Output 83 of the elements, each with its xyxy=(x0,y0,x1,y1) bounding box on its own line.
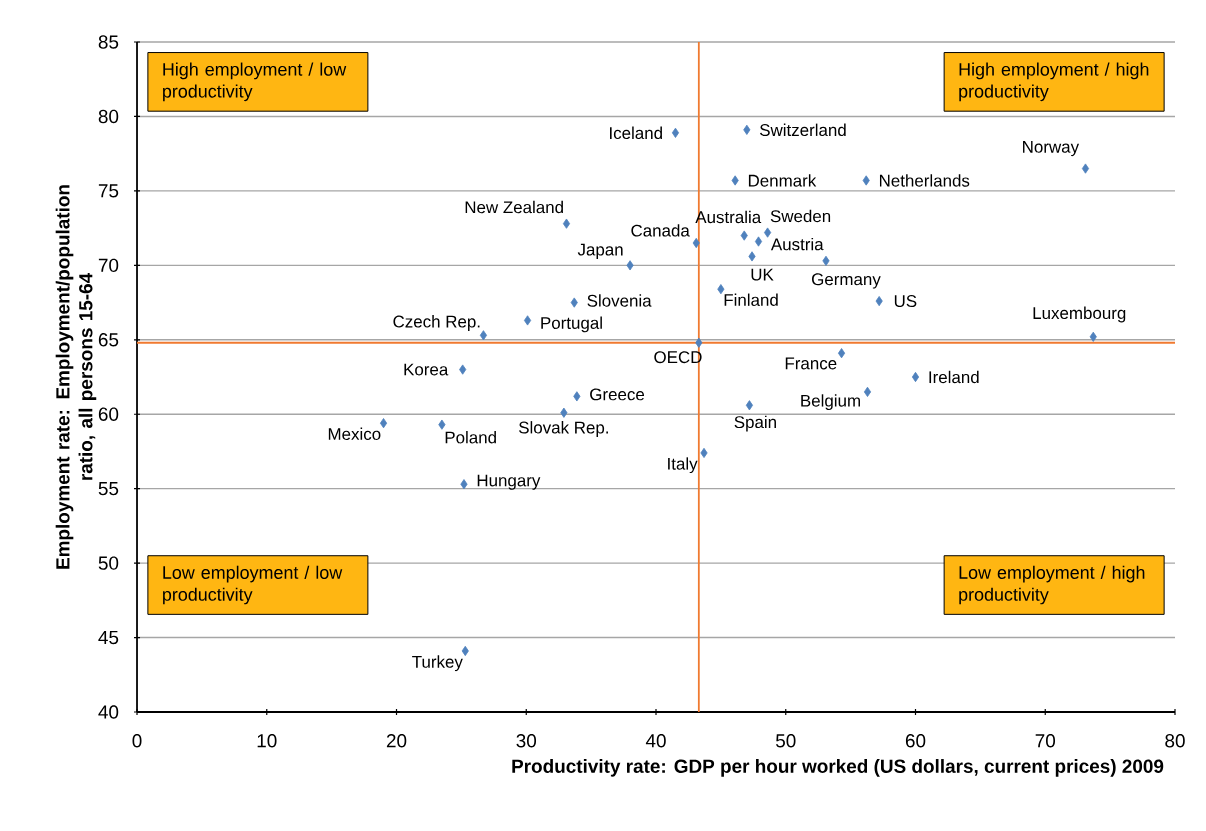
point xyxy=(671,127,680,138)
point xyxy=(731,175,739,186)
point xyxy=(743,124,751,135)
point xyxy=(822,255,830,266)
annotation: Ireland xyxy=(929,370,979,384)
annotation: Iceland xyxy=(610,126,662,140)
point xyxy=(745,400,753,411)
point xyxy=(460,479,468,490)
point xyxy=(862,175,870,186)
annotation: Spain xyxy=(734,415,776,432)
annotation: US xyxy=(894,295,917,308)
point xyxy=(479,330,487,341)
annotation: Japan xyxy=(577,243,623,259)
annotation: Czech Rep. xyxy=(393,315,480,331)
y-tick-label: 50 xyxy=(98,556,119,570)
y-tick-label: 70 xyxy=(98,258,119,273)
x-tick-label: 30 xyxy=(516,734,537,748)
annotation: Low employment / high productivity xyxy=(959,565,1145,605)
point xyxy=(573,391,581,402)
point xyxy=(570,297,578,308)
point xyxy=(754,236,763,247)
x-tick-label: 70 xyxy=(1035,734,1056,748)
point xyxy=(717,284,725,295)
point xyxy=(459,364,467,375)
annotation: Greece xyxy=(590,388,645,401)
y-tick-label: 85 xyxy=(98,35,119,49)
annotation: Luxembourg xyxy=(1033,306,1126,323)
x-tick-label: 40 xyxy=(645,734,666,748)
y-tick-label: 45 xyxy=(98,630,119,645)
annotation: Norway xyxy=(1023,140,1080,157)
annotation: Hungary xyxy=(477,474,541,490)
annotation: Denmark xyxy=(748,174,817,187)
y-tick-label: 75 xyxy=(98,184,119,198)
annotation: Korea xyxy=(404,363,449,376)
point xyxy=(1089,331,1097,342)
annotation: Poland xyxy=(445,431,496,444)
annotation: Portugal xyxy=(541,316,602,333)
annotation: High employment / high productivity xyxy=(959,62,1149,102)
x-axis-title: Productivity rate: GDP per hour worked (US dollars, current prices) 2009 xyxy=(512,759,1164,777)
annotation: Finland xyxy=(724,293,778,306)
annotation: Italy xyxy=(668,457,698,474)
point xyxy=(523,315,532,326)
y-tick-label: 65 xyxy=(98,333,119,347)
x-tick-label: 80 xyxy=(1165,734,1185,748)
annotation: Low employment / low productivity xyxy=(163,565,343,605)
point xyxy=(438,419,446,430)
annotation: Mexico xyxy=(328,427,381,440)
x-tick-label: 60 xyxy=(905,734,926,748)
point xyxy=(837,348,846,359)
y-tick-label: 40 xyxy=(98,705,119,719)
annotation: High employment / low productivity xyxy=(163,62,347,102)
annotation: Switzerland xyxy=(760,123,846,137)
y-tick-label: 80 xyxy=(98,109,119,124)
annotation: Netherlands xyxy=(879,174,970,187)
point xyxy=(740,230,748,241)
point xyxy=(626,260,634,271)
annotation: Slovenia xyxy=(587,294,652,307)
annotation: Canada xyxy=(631,224,690,237)
x-tick-label: 0 xyxy=(132,734,142,748)
point xyxy=(1081,163,1090,174)
annotation: Slovak Rep. xyxy=(519,421,608,437)
annotation: UK xyxy=(751,268,774,281)
annotation: France xyxy=(785,357,837,370)
point xyxy=(748,251,756,262)
annotation: Belgium xyxy=(801,394,860,411)
point xyxy=(764,227,772,238)
y-axis-title: Employment rate: Employment/population ratio, all persons 15-64 xyxy=(55,185,97,569)
x-tick-label: 20 xyxy=(386,734,407,748)
point xyxy=(562,218,571,229)
annotation: Austria xyxy=(770,237,824,251)
point xyxy=(863,386,872,397)
annotation: New Zealand xyxy=(465,200,563,214)
annotation: Turkey xyxy=(412,655,463,672)
annotation: Germany xyxy=(812,273,881,289)
point xyxy=(560,407,568,418)
point xyxy=(695,337,703,348)
annotation: Sweden xyxy=(770,209,831,223)
x-tick-label: 10 xyxy=(257,734,277,748)
y-tick-label: 55 xyxy=(98,482,119,496)
point xyxy=(379,418,388,429)
x-tick-label: 50 xyxy=(775,734,796,748)
y-tick-label: 60 xyxy=(98,407,119,421)
point xyxy=(911,371,920,383)
